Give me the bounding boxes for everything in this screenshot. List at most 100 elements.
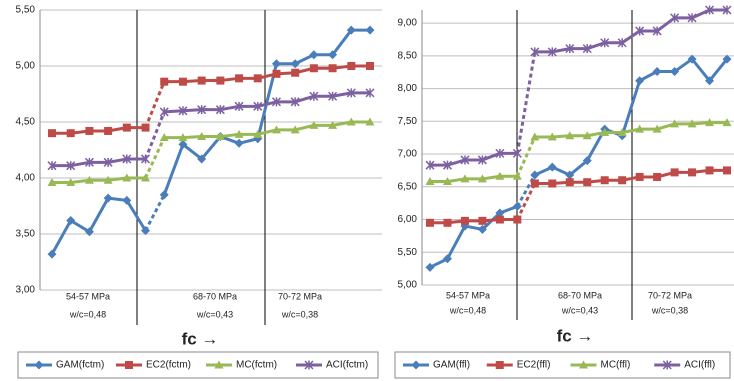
marker xyxy=(234,129,244,138)
line xyxy=(430,174,518,184)
series xyxy=(426,166,731,227)
marker xyxy=(346,88,356,98)
marker xyxy=(309,50,319,60)
legend-marker xyxy=(495,361,504,369)
x-axis-label: fc → xyxy=(182,329,219,348)
marker xyxy=(178,133,188,142)
marker xyxy=(160,77,169,86)
marker xyxy=(705,76,715,86)
marker xyxy=(635,124,645,133)
marker xyxy=(66,216,76,226)
y-tick-label: 5,00 xyxy=(398,280,418,291)
y-tick-label: 3,50 xyxy=(16,229,36,240)
marker xyxy=(47,177,57,186)
marker xyxy=(583,178,592,187)
y-tick-label: 7,50 xyxy=(398,116,418,127)
marker xyxy=(547,132,557,141)
marker xyxy=(530,179,539,188)
y-tick-label: 8,50 xyxy=(398,50,418,61)
legend-marker xyxy=(411,360,421,370)
legend-marker xyxy=(125,361,133,369)
marker xyxy=(652,124,662,133)
marker xyxy=(495,148,505,158)
legend-label: MC(fctm) xyxy=(236,360,277,371)
marker xyxy=(652,67,662,77)
marker xyxy=(426,218,434,227)
marker xyxy=(253,74,262,83)
marker xyxy=(271,125,281,134)
legend-label: EC2(fctm) xyxy=(146,360,191,371)
marker xyxy=(309,64,318,73)
marker xyxy=(670,168,679,177)
marker xyxy=(704,5,715,15)
marker xyxy=(291,68,300,77)
marker xyxy=(565,170,575,180)
legend-label: ACI(ffl) xyxy=(684,360,715,371)
marker xyxy=(159,107,169,117)
marker xyxy=(47,249,57,259)
marker xyxy=(442,177,452,186)
marker xyxy=(600,127,610,136)
marker xyxy=(722,5,732,15)
marker xyxy=(290,59,300,69)
marker xyxy=(365,25,375,35)
line xyxy=(164,91,370,114)
y-tick-label: 5,50 xyxy=(16,5,36,16)
marker xyxy=(547,47,557,57)
marker xyxy=(328,50,338,60)
marker xyxy=(512,171,522,180)
legend-marker xyxy=(662,360,672,370)
marker xyxy=(215,132,225,141)
marker xyxy=(670,119,680,128)
marker xyxy=(103,175,113,184)
marker xyxy=(309,120,319,129)
group-label: 70-72 MPa xyxy=(278,291,322,301)
line xyxy=(534,121,727,139)
marker xyxy=(178,139,188,149)
marker xyxy=(460,216,469,225)
marker xyxy=(84,227,94,237)
legend-marker xyxy=(304,360,314,370)
marker xyxy=(253,101,263,111)
marker xyxy=(425,177,435,186)
line-transition xyxy=(515,136,537,177)
marker xyxy=(84,175,94,184)
marker xyxy=(272,69,281,78)
marker xyxy=(366,62,374,70)
y-tick-label: 5,50 xyxy=(398,247,418,258)
group-note: w/c=0,43 xyxy=(196,309,233,319)
marker xyxy=(477,155,487,165)
marker xyxy=(122,173,132,182)
marker xyxy=(688,168,697,177)
marker xyxy=(687,119,697,128)
marker xyxy=(722,54,732,64)
marker xyxy=(670,67,680,77)
marker xyxy=(290,125,300,134)
marker xyxy=(565,44,575,54)
y-tick-label: 4,00 xyxy=(16,173,36,184)
y-tick-label: 5,00 xyxy=(16,61,36,72)
y-tick-label: 3,00 xyxy=(16,285,36,296)
series xyxy=(47,88,375,171)
line xyxy=(50,196,147,255)
marker xyxy=(635,26,645,36)
marker xyxy=(234,138,244,148)
marker xyxy=(347,62,356,70)
marker xyxy=(66,129,75,138)
marker xyxy=(103,157,113,167)
marker xyxy=(513,215,522,224)
marker xyxy=(271,97,282,107)
line xyxy=(164,120,370,140)
line xyxy=(534,8,727,54)
marker xyxy=(365,88,375,98)
marker xyxy=(512,148,522,158)
marker xyxy=(290,97,300,107)
y-tick-label: 7,00 xyxy=(398,149,418,160)
marker xyxy=(460,174,470,183)
line-transition xyxy=(515,51,537,154)
marker xyxy=(705,118,715,127)
marker xyxy=(84,157,94,167)
marker xyxy=(723,166,731,175)
y-tick-label: 6,00 xyxy=(398,214,418,225)
